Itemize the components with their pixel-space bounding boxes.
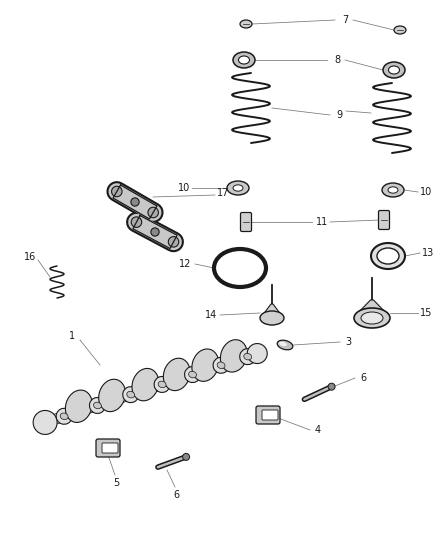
Text: 16: 16	[24, 252, 36, 262]
Ellipse shape	[89, 398, 106, 414]
Ellipse shape	[65, 390, 92, 423]
Ellipse shape	[33, 410, 57, 434]
Text: 10: 10	[178, 183, 190, 193]
Text: 9: 9	[336, 110, 342, 120]
Ellipse shape	[184, 367, 201, 383]
Ellipse shape	[56, 408, 72, 424]
Text: 4: 4	[315, 425, 321, 435]
Ellipse shape	[277, 340, 293, 350]
Text: 13: 13	[422, 248, 434, 258]
Text: 1: 1	[69, 331, 75, 341]
Text: 15: 15	[420, 308, 432, 318]
Ellipse shape	[240, 20, 252, 28]
Ellipse shape	[154, 376, 170, 392]
Ellipse shape	[240, 349, 256, 365]
Ellipse shape	[394, 26, 406, 34]
Ellipse shape	[244, 353, 252, 360]
Ellipse shape	[260, 311, 284, 325]
Circle shape	[328, 383, 335, 390]
Text: 10: 10	[420, 187, 432, 197]
Ellipse shape	[189, 372, 197, 378]
Ellipse shape	[227, 181, 249, 195]
Text: 12: 12	[179, 259, 191, 269]
Ellipse shape	[132, 368, 159, 401]
Ellipse shape	[192, 349, 219, 381]
Text: 6: 6	[360, 373, 366, 383]
Circle shape	[183, 454, 190, 461]
Ellipse shape	[279, 342, 287, 346]
Ellipse shape	[217, 362, 225, 368]
Text: 3: 3	[345, 337, 351, 347]
Ellipse shape	[354, 308, 390, 328]
Ellipse shape	[247, 344, 267, 364]
Ellipse shape	[389, 66, 399, 74]
Text: 14: 14	[205, 310, 217, 320]
Ellipse shape	[127, 391, 134, 398]
Ellipse shape	[382, 183, 404, 197]
Polygon shape	[262, 304, 282, 316]
Ellipse shape	[94, 402, 101, 409]
Ellipse shape	[158, 381, 166, 387]
Ellipse shape	[220, 340, 247, 372]
FancyBboxPatch shape	[256, 406, 280, 424]
FancyBboxPatch shape	[240, 213, 251, 231]
Ellipse shape	[388, 187, 398, 193]
Circle shape	[131, 217, 142, 228]
Ellipse shape	[163, 358, 190, 391]
Circle shape	[131, 198, 139, 206]
Text: 17: 17	[217, 188, 229, 198]
Ellipse shape	[383, 62, 405, 78]
Circle shape	[151, 228, 159, 236]
FancyBboxPatch shape	[262, 410, 278, 420]
Ellipse shape	[239, 56, 250, 64]
FancyBboxPatch shape	[102, 443, 118, 453]
Ellipse shape	[371, 243, 405, 269]
Text: 6: 6	[173, 490, 179, 500]
Circle shape	[112, 186, 122, 197]
Ellipse shape	[123, 386, 139, 402]
Ellipse shape	[377, 248, 399, 264]
Ellipse shape	[60, 413, 68, 419]
Ellipse shape	[99, 379, 125, 411]
Text: 7: 7	[342, 15, 348, 25]
FancyBboxPatch shape	[96, 439, 120, 457]
Text: 5: 5	[113, 478, 119, 488]
Circle shape	[168, 237, 179, 247]
Ellipse shape	[213, 357, 229, 373]
Text: 11: 11	[316, 217, 328, 227]
Text: 8: 8	[334, 55, 340, 65]
FancyBboxPatch shape	[378, 211, 389, 230]
Ellipse shape	[233, 52, 255, 68]
Ellipse shape	[361, 312, 383, 324]
Ellipse shape	[233, 185, 243, 191]
Polygon shape	[355, 300, 389, 316]
Circle shape	[148, 207, 159, 218]
